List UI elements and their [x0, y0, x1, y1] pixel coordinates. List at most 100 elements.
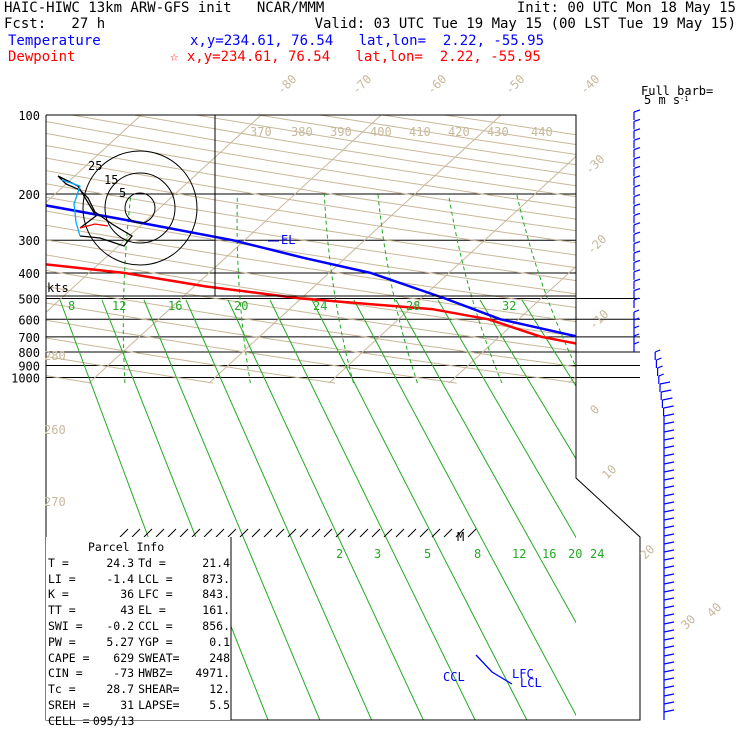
mixing-ratio-line: [713, 194, 740, 383]
theta-label: 410: [409, 125, 431, 139]
hatch-mark: [311, 528, 321, 538]
mixing-ratio-line: [122, 193, 132, 384]
wind-barb-flag: [663, 429, 675, 433]
isotherm-line: [448, 265, 576, 384]
parcel-path: [475, 654, 513, 685]
mixing-ratio-line: [623, 194, 713, 383]
theta-label: 400: [370, 125, 392, 139]
parcel-info-cell: CIN =: [48, 666, 83, 681]
wind-barb-flag: [657, 365, 663, 369]
hodograph-ring-label: 15: [104, 173, 118, 187]
wind-barb-flag: [663, 413, 675, 417]
isotherm-label: 30: [678, 612, 698, 632]
hatch-mark: [239, 528, 249, 538]
moist-adiabat-line: [521, 299, 576, 387]
wind-barb-flag: [633, 259, 641, 263]
lfc-label: LFC: [512, 667, 534, 681]
isotherm-line: [208, 115, 502, 384]
parcel-info-row: TT = 43 EL = 161.: [48, 603, 230, 619]
wind-barb-flag: [663, 613, 675, 617]
theta-label: 280: [44, 349, 66, 363]
mixing-ratio-line: [735, 194, 740, 383]
parcel-info-cell: 5.5: [209, 697, 230, 712]
dry-adiabat-line: [46, 157, 576, 244]
hatch-mark: [443, 528, 453, 538]
wind-barb-flag: [663, 525, 675, 529]
mixing-ratio-line: [578, 194, 658, 383]
dry-adiabat-line: [46, 302, 576, 384]
hatch-mark: [323, 528, 333, 538]
isotherm-label: 0: [587, 402, 602, 417]
wind-barb-flag: [663, 469, 675, 473]
wind-barb-flag: [633, 297, 640, 301]
mixing-ratio-label: 16: [168, 299, 182, 313]
mixing-ratio-lines: [59, 193, 740, 720]
wind-barb-flag: [663, 461, 675, 465]
parcel-info-row: CIN = -73 HWBZ= 4971.: [48, 666, 230, 682]
wind-barb-flag: [663, 701, 675, 705]
wind-barb-flag: [633, 128, 641, 132]
hatch-mark: [299, 528, 309, 538]
hatch-mark: [383, 528, 393, 538]
parcel-info-cell: SHEAR=: [138, 682, 180, 697]
wind-barb-flag: [663, 653, 675, 657]
wind-barb-flag: [661, 389, 672, 393]
isotherm-label: 10: [599, 462, 619, 482]
wind-barb-flag: [663, 517, 675, 521]
init-time: Init: 00 UTC Mon 18 May 15: [516, 0, 736, 16]
mixing-ratio-label: 8: [68, 299, 75, 313]
dry-adiabat-line: [46, 337, 336, 384]
parcel-info-cell: PW =: [48, 634, 76, 649]
hatch-mark: [359, 528, 369, 538]
mixing-ratio-label: 16: [542, 547, 556, 561]
parcel-info-row: SWI = -0.2 CCL = 856.: [48, 619, 230, 635]
hodograph-ring-label: 5: [119, 186, 126, 200]
mixing-ratio-label: 12: [112, 299, 126, 313]
parcel-info-box: [46, 537, 232, 720]
isotherm-lines: [46, 115, 576, 384]
dry-adiabat-line: [46, 196, 576, 282]
wind-barb-flag: [663, 597, 675, 601]
isotherm-label: -30: [582, 152, 607, 177]
isotherm-label: -80: [274, 72, 299, 97]
pressure-label: 600: [18, 313, 40, 327]
hatch-mark: [395, 528, 405, 538]
hatch-mark: [155, 528, 165, 538]
mixing-ratio-label: 3: [374, 547, 381, 561]
wind-barb-flag: [663, 453, 675, 457]
isotherm-label: -20: [584, 232, 609, 257]
series-line: [46, 263, 576, 345]
dry-adiabat-line: [46, 183, 576, 269]
hatch-mark: [179, 528, 189, 538]
moist-adiabat-line: [143, 299, 321, 720]
dry-adiabat-line: [46, 269, 576, 352]
wind-barb-flag: [633, 325, 640, 329]
wind-barb-flag: [633, 137, 641, 141]
m-label: M: [457, 530, 464, 544]
parcel-info-title: Parcel Info: [88, 540, 165, 554]
hodograph-ring-15: [104, 172, 176, 244]
wind-barb-flag: [663, 533, 675, 537]
dry-adiabat-line: [320, 115, 576, 155]
hatch-mark: [419, 528, 429, 538]
theta-label: 430: [487, 125, 509, 139]
mixing-ratio-line: [377, 193, 418, 384]
moist-adiabat-line: [437, 299, 576, 539]
parcel-info-cell: 12.: [209, 682, 230, 697]
parcel-info-cell: [134, 714, 187, 730]
mixing-ratio-label: 2: [336, 547, 343, 561]
dry-adiabat-line: [46, 356, 214, 384]
wind-barb-flag: [663, 445, 675, 449]
mixing-ratio-line: [323, 193, 354, 384]
wind-barb-flag: [663, 509, 675, 513]
parcel-info-cell: -0.2: [106, 618, 135, 633]
dry-adiabat-line: [46, 210, 576, 295]
theta-label: 370: [250, 125, 272, 139]
wind-barb-flag: [663, 565, 675, 569]
wind-barb-flag: [663, 661, 675, 665]
parcel-info-cell: 248: [209, 650, 230, 665]
parcel-info-cell: SWI =: [48, 618, 83, 633]
wind-barb-flag: [633, 203, 641, 207]
parcel-info-cell: CCL =: [138, 618, 173, 633]
